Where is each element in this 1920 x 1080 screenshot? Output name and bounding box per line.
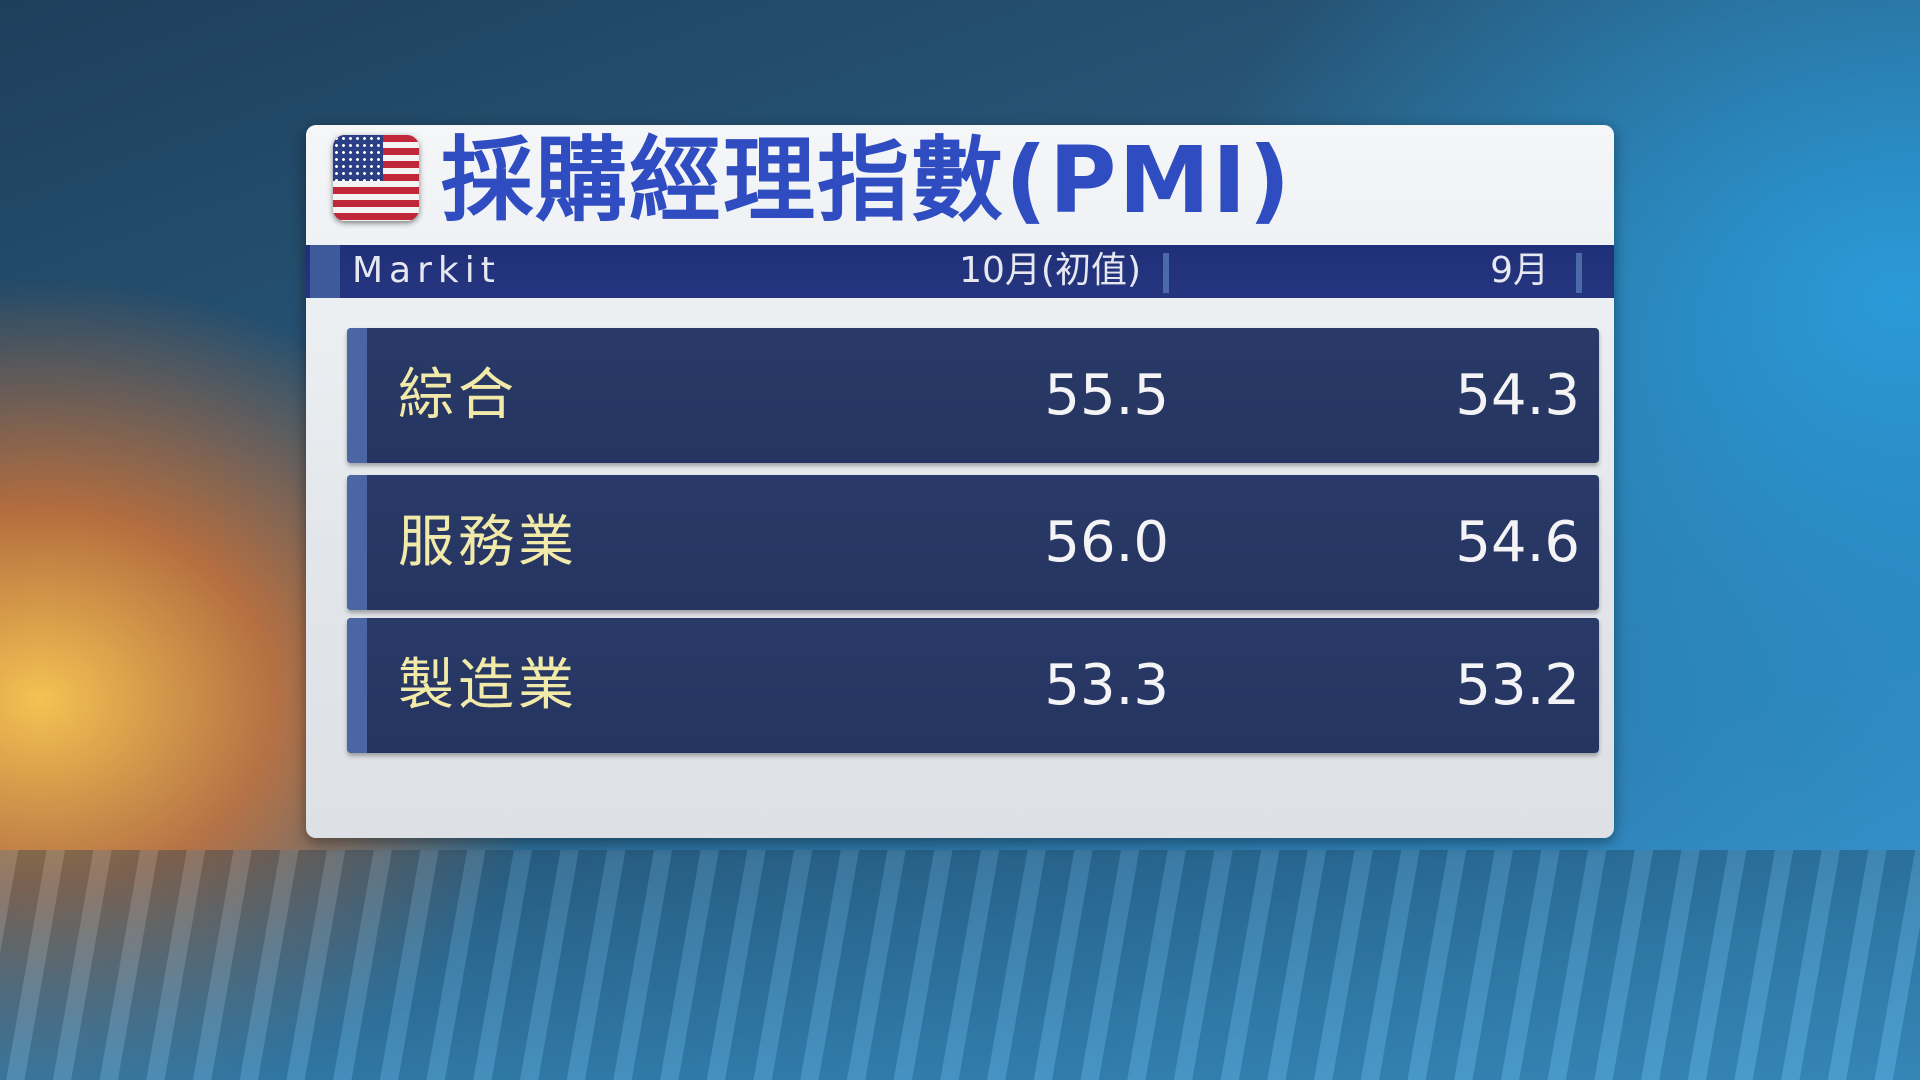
row-label: 服務業 bbox=[398, 510, 578, 575]
header-accent bbox=[310, 245, 340, 298]
row-label: 綜合 bbox=[398, 363, 518, 428]
column-separator bbox=[1576, 253, 1582, 293]
value-sep: 53.2 bbox=[1455, 653, 1580, 718]
background-floor bbox=[0, 850, 1920, 1080]
value-oct: 56.0 bbox=[1044, 510, 1169, 575]
us-flag-icon bbox=[333, 135, 419, 221]
source-label: Markit bbox=[352, 250, 501, 291]
page-title: 採購經理指數(PMI) bbox=[441, 127, 1293, 234]
column-header-oct: 10月(初值) bbox=[959, 250, 1141, 291]
table-row: 服務業 56.0 54.6 bbox=[347, 475, 1599, 610]
table-row: 綜合 55.5 54.3 bbox=[347, 328, 1599, 463]
column-separator bbox=[1163, 253, 1169, 293]
value-sep: 54.6 bbox=[1455, 510, 1580, 575]
column-header-sep: 9月 bbox=[1490, 250, 1549, 291]
table-row: 製造業 53.3 53.2 bbox=[347, 618, 1599, 753]
value-oct: 55.5 bbox=[1044, 363, 1169, 428]
value-sep: 54.3 bbox=[1455, 363, 1580, 428]
table-header: Markit 10月(初值) 9月 bbox=[306, 245, 1614, 298]
value-oct: 53.3 bbox=[1044, 653, 1169, 718]
row-label: 製造業 bbox=[398, 653, 578, 718]
